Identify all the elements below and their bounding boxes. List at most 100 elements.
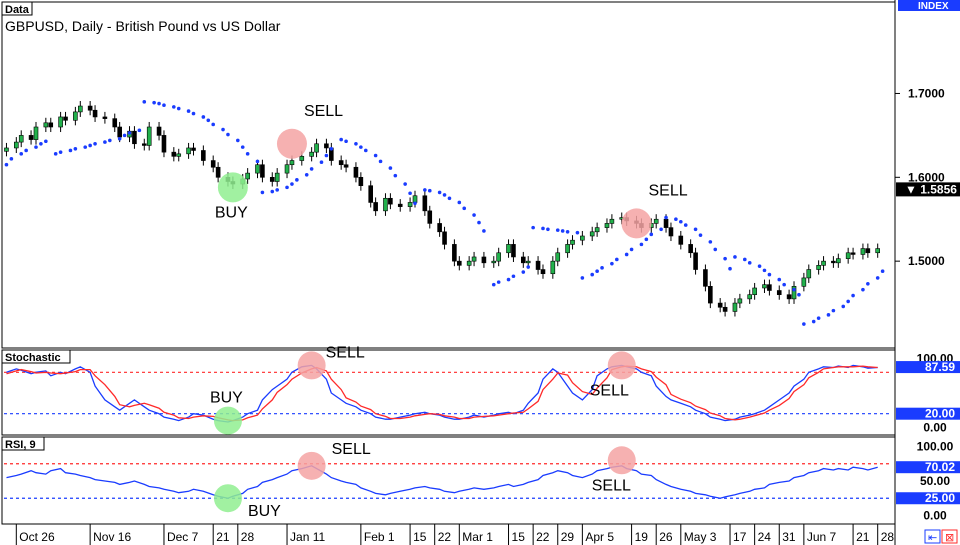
candle [343,164,349,168]
sar-dot [802,322,806,326]
x-axis: Oct 26 Nov 16 Dec 7 21 28 Jan 11 Feb 1 15 22 Mar … [15,524,894,545]
sar-dot [600,266,604,270]
sar-dot [339,137,343,142]
panel-tag-stochastic-box [1,349,71,364]
sell-marker [607,351,636,380]
sar-dot [797,292,801,297]
candle [437,223,442,233]
sar-dot [723,256,727,261]
candle [663,218,669,228]
candle [245,172,250,180]
candle [865,248,871,254]
sar-dot [580,276,585,280]
sell-label: SELL [332,441,371,458]
sar-dot [762,268,767,273]
sar-dot [285,185,289,190]
x-tick-label: 31 [782,530,796,544]
candle [314,143,319,153]
sell-label: SELL [590,382,629,399]
sar-dot [477,220,481,225]
sar-dot [88,143,92,148]
x-tick-label: Apr 5 [585,530,614,544]
scroll-left-button[interactable] [924,529,941,544]
candle [668,227,674,237]
sar-dot [260,190,265,195]
candle [210,160,216,168]
sar-dot [698,233,703,237]
candle [708,286,713,304]
rsi-line [6,465,878,499]
sar-dot [615,257,619,262]
sar-dot [782,282,786,287]
candle [102,116,108,119]
sar-dot [851,293,855,298]
candle [481,256,487,264]
candle [540,269,546,275]
x-tick-label: 19 [635,530,649,544]
sar-dot [240,145,245,149]
sell-label: SELL [592,477,631,494]
sar-dot [58,150,63,154]
sell-marker [297,351,326,380]
candle [688,244,693,254]
sar-dot [186,109,191,113]
candle [353,166,359,178]
sar-dot [565,230,570,234]
sar-dot [319,160,324,165]
candle [289,160,295,166]
sar-dot [137,128,142,133]
candle [535,260,541,270]
candle [373,202,378,212]
candle [255,164,260,174]
x-tick-label: Jan 11 [290,530,325,544]
sar-dot [34,145,38,149]
candle [752,287,757,295]
candle [274,172,280,182]
sar-dot [408,191,412,196]
buy-label: BUY [215,204,248,221]
sar-dot [846,299,850,304]
candle [452,244,457,262]
candle [269,177,275,182]
sar-dot [742,257,747,262]
candle [383,197,388,212]
candle [191,147,196,151]
sar-dot [693,227,698,232]
candle [816,265,821,270]
sar-dot [221,127,225,132]
candle [776,290,782,295]
candle [422,195,428,212]
buy-marker [213,406,242,435]
candle [550,260,556,275]
osc-value-badge [896,492,960,505]
sar-dot [664,215,668,220]
sell-marker [276,128,307,159]
candle [604,223,610,228]
x-tick-label: 22 [536,530,550,544]
index-badge[interactable] [898,0,960,11]
x-tick-label: 15 [413,530,427,544]
close-chart-button[interactable] [941,529,958,544]
candle [92,109,98,118]
sar-dot [344,139,348,144]
stochastic-panel-frame [1,349,896,436]
sar-dot [462,206,467,211]
candle [368,185,374,203]
sar-dot [511,274,516,279]
sar-dot [427,188,432,193]
x-tick-label: 22 [438,530,452,544]
sar-dot [437,190,442,195]
sar-dot [624,252,629,257]
x-tick-label: Jun 7 [807,530,837,544]
chart-title: GBPUSD, Daily - British Pound vs US Doll… [5,18,281,34]
sar-dot [506,277,511,282]
sar-dot [324,153,329,158]
candle [520,256,526,264]
close-icon: ⊠ [945,531,954,544]
sar-dot [83,145,88,149]
candle [156,126,162,136]
sar-dot [295,178,299,182]
